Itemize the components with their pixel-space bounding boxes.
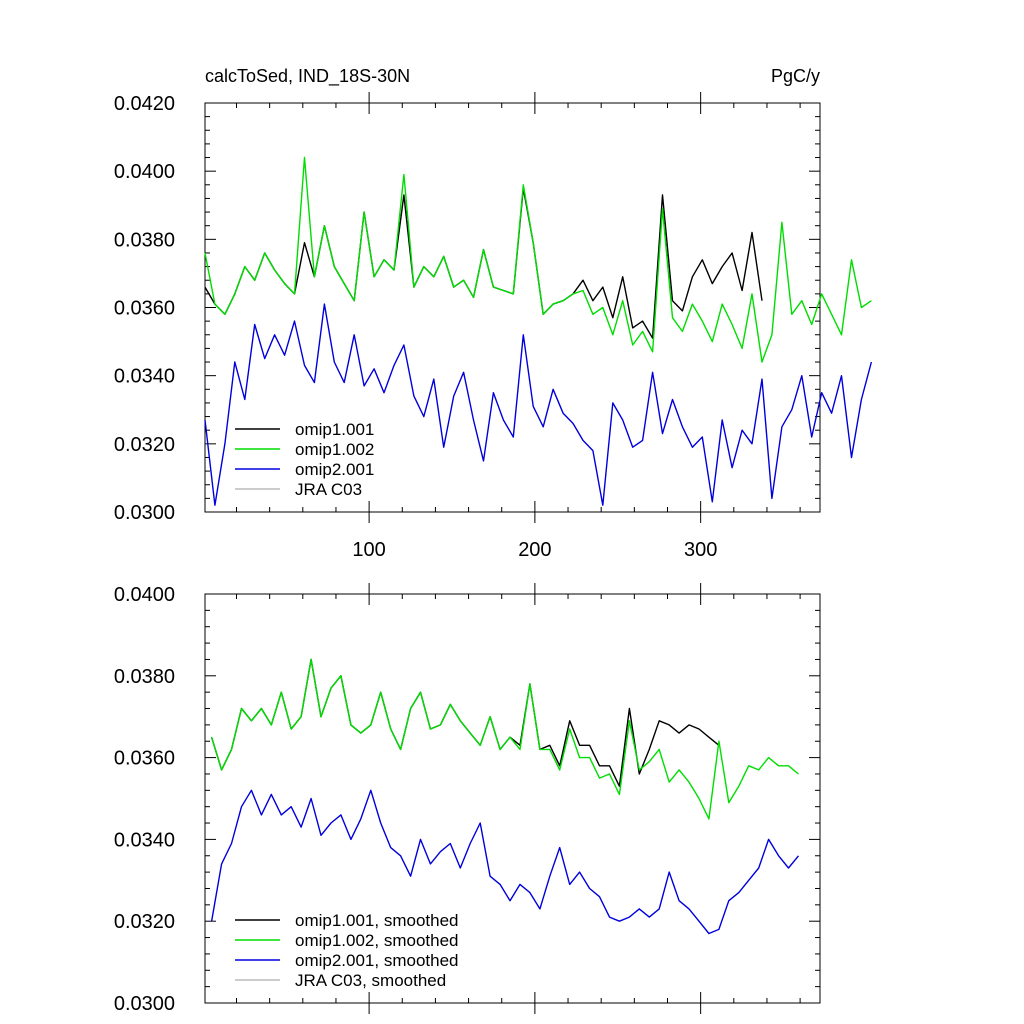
- y-tick-label: 0.0420: [114, 93, 175, 115]
- y-tick-label: 0.0340: [114, 366, 175, 388]
- legend-label: omip1.001: [295, 420, 374, 439]
- legend-label: JRA C03, smoothed: [295, 971, 446, 990]
- y-tick-label: 0.0380: [114, 666, 175, 688]
- legend-label: omip2.001, smoothed: [295, 951, 459, 970]
- units-label: PgC/y: [771, 66, 820, 86]
- chart-title: calcToSed, IND_18S-30N: [205, 66, 410, 87]
- y-tick-label: 0.0300: [114, 502, 175, 524]
- x-tick-label: 300: [684, 539, 717, 561]
- bottom-panel: 0.0300 0.0320 0.0340 0.0360 0.0380 0.0400 omip…: [114, 583, 821, 1015]
- y-tick-label: 0.0320: [114, 434, 175, 456]
- legend-label: omip1.002: [295, 440, 374, 459]
- legend-label: omip1.002, smoothed: [295, 931, 459, 950]
- series-line-omip1-001: [204, 187, 763, 339]
- legend-label: omip1.001, smoothed: [295, 911, 459, 930]
- top-panel: calcToSed, IND_18S-30N PgC/y 0.0300 0.0320 0…: [114, 66, 873, 561]
- y-tick-label: 0.0320: [114, 911, 175, 933]
- series-line-omip2-001-smoothed: [210, 789, 800, 935]
- y-tick-label: 0.0340: [114, 829, 175, 851]
- series-line-omip1-002-smoothed: [210, 658, 799, 820]
- series-line-omip2-001: [204, 303, 873, 506]
- plot-frame: [204, 593, 821, 1004]
- legend-label: omip2.001: [295, 460, 374, 479]
- y-tick-label: 0.0400: [114, 161, 175, 183]
- y-tick-label: 0.0300: [114, 993, 175, 1015]
- series-line-omip1-002: [204, 156, 872, 363]
- y-tick-label: 0.0360: [114, 298, 175, 320]
- y-tick-label: 0.0400: [114, 584, 175, 606]
- y-tick-label: 0.0380: [114, 229, 175, 251]
- x-tick-label: 200: [518, 539, 551, 561]
- x-tick-label: 100: [352, 539, 385, 561]
- legend-label: JRA C03: [295, 480, 362, 499]
- y-tick-label: 0.0360: [114, 748, 175, 770]
